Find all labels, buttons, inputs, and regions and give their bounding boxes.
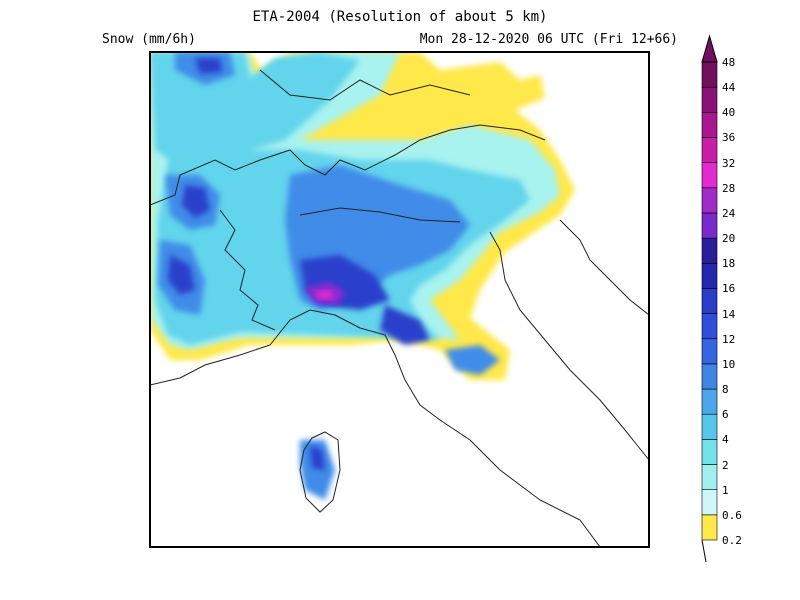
france-italy-border [219,209,276,331]
colorbar-max-arrow [701,34,718,63]
colorbar-swatch-1 [701,464,718,490]
colorbar-swatch-10 [701,338,718,365]
colorbar-swatch-40 [701,86,718,113]
colorbar-level-36: 36 [722,131,736,145]
colorbar-swatch-8 [701,363,718,390]
colorbar-level-8: 8 [722,383,729,397]
croatia-coast [559,219,649,316]
colorbar-swatch-2 [701,439,718,465]
valid-time-label: Mon 28-12-2020 06 UTC (Fri 12+66) [419,32,678,47]
colorbar-swatch-6 [701,388,718,415]
colorbar-swatch-28 [701,162,718,189]
colorbar-swatch-0.2 [701,514,718,541]
colorbar-level-0.2: 0.2 [722,534,742,547]
colorbar-level-14: 14 [722,307,736,321]
colorbar-swatch-44 [701,61,718,88]
colorbar-swatch-18 [701,237,718,264]
colorbar-level-1: 1 [722,483,729,497]
colorbar-swatch-12 [701,313,718,340]
north-borders [259,69,471,101]
colorbar-swatch-16 [701,262,718,289]
colorbar-level-48: 48 [722,56,736,69]
colorbar-level-32: 32 [722,156,736,170]
colorbar-level-10: 10 [722,357,736,371]
colorbar-level-6: 6 [722,408,729,422]
snow-contour-28 [315,290,335,300]
variable-label: Snow (mm/6h) [102,32,196,47]
alpine-border [150,124,546,206]
adriatic-coast [489,231,649,461]
colorbar-level-16: 16 [722,282,736,296]
colorbar-swatch-4 [701,413,718,440]
colorbar-level-28: 28 [722,181,736,195]
colorbar-level-2: 2 [722,458,729,472]
colorbar-min-tail [701,539,707,563]
colorbar-swatch-0.6 [701,489,718,516]
map-frame [149,51,650,548]
colorbar-swatch-14 [701,288,718,314]
snow-field [150,52,575,500]
colorbar-swatch-20 [701,212,718,239]
map-title: ETA-2004 (Resolution of about 5 km) [252,9,548,25]
colorbar-level-18: 18 [722,257,736,271]
colorbar-swatch-36 [701,112,718,138]
colorbar-level-44: 44 [722,81,736,95]
colorbar-level-0.6: 0.6 [722,508,742,522]
colorbar [701,34,718,563]
ligurian-coast [150,309,601,547]
colorbar-level-24: 24 [722,206,736,220]
corsica-outline [299,431,341,513]
colorbar-level-20: 20 [722,232,736,246]
colorbar-swatch-32 [701,137,718,163]
colorbar-swatch-24 [701,187,718,214]
coastlines-borders [150,69,649,547]
colorbar-level-4: 4 [722,433,729,447]
colorbar-level-12: 12 [722,332,736,346]
po-river [299,207,461,223]
colorbar-level-40: 40 [722,106,736,120]
